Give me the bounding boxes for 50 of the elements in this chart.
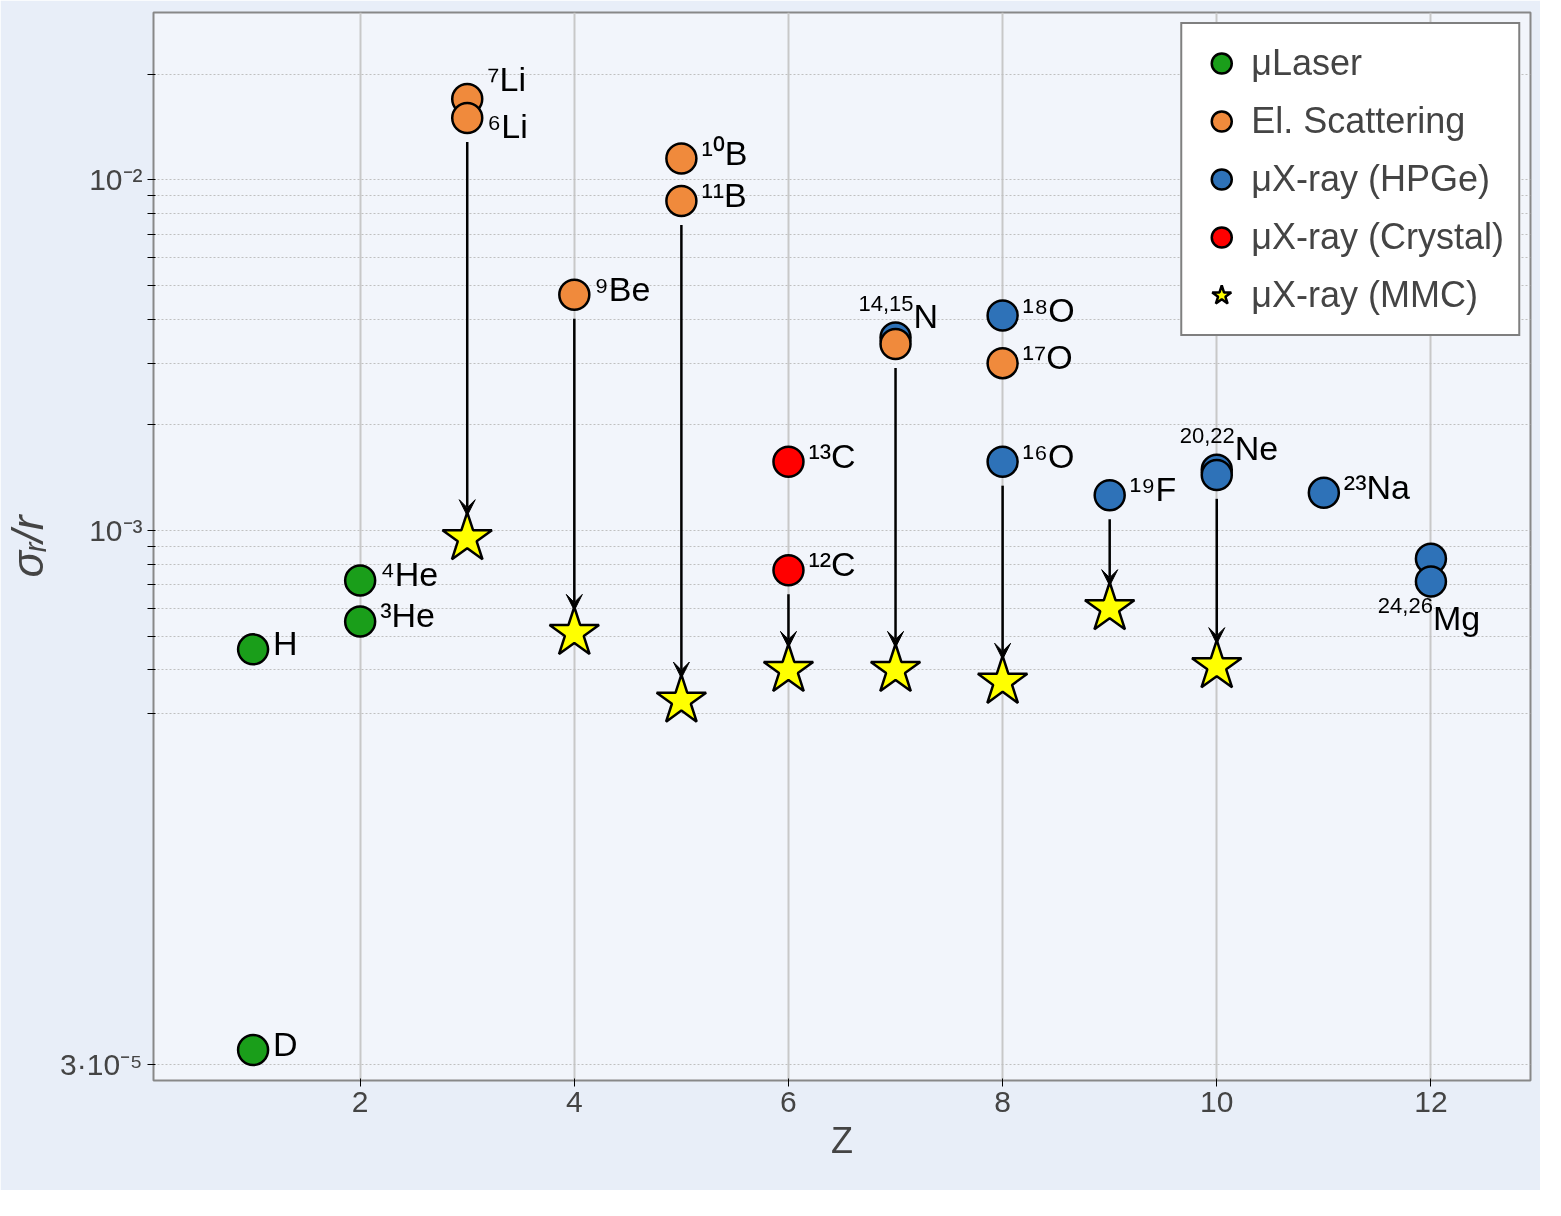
point [1200, 458, 1234, 492]
point [1093, 479, 1126, 512]
x-tick-label: 10 [1200, 1084, 1234, 1118]
y-axis-title: σᵣ/r [3, 513, 53, 578]
annotation: ¹⁹F [1129, 470, 1177, 509]
annotation: ⁶Li [487, 107, 528, 146]
legend-label: El. Scattering [1251, 100, 1466, 142]
legend-label: μX-ray (MMC) [1251, 274, 1478, 316]
point [879, 327, 912, 361]
annotation: ¹⁷O [1022, 338, 1073, 377]
legend-label: μLaser [1251, 42, 1363, 84]
point [236, 1033, 270, 1067]
point [986, 299, 1019, 332]
x-tick-label: 2 [351, 1084, 369, 1118]
point [665, 142, 698, 175]
point [450, 101, 484, 135]
annotation: ¹³C [808, 436, 856, 475]
x-tick-label: 4 [565, 1084, 583, 1118]
y-tick-label: 10⁻³ [89, 513, 143, 547]
annotation: ⁹Be [594, 269, 651, 308]
annotation: ⁴He [380, 555, 439, 594]
point [558, 278, 591, 311]
annotation: D [273, 1024, 298, 1063]
annotation: ²³Na [1343, 467, 1411, 506]
point [1414, 565, 1448, 598]
point [986, 346, 1019, 380]
x-tick-label: 8 [994, 1084, 1011, 1118]
annotation: ¹⁰B [701, 133, 748, 172]
point [343, 564, 377, 597]
legend-label: μX-ray (Crystal) [1251, 216, 1504, 258]
point [1307, 476, 1341, 510]
point [665, 184, 698, 218]
annotation: ¹¹B [701, 176, 747, 215]
point [986, 445, 1019, 478]
point [772, 554, 805, 587]
annotation: ⁷Li [487, 60, 526, 98]
annotation: H [273, 624, 298, 663]
annotation: ¹²C [808, 545, 856, 584]
x-axis-title: Z [831, 1119, 853, 1161]
y-tick-label: 3·10⁻⁵ [60, 1047, 143, 1081]
x-tick-label: 6 [780, 1084, 797, 1118]
annotation: ¹⁶O [1022, 436, 1075, 475]
y-tick-label: 10⁻² [89, 163, 143, 197]
x-tick-label: 12 [1414, 1084, 1448, 1118]
annotation: ¹⁸O [1022, 290, 1075, 329]
point [772, 445, 805, 478]
annotation: ³He [380, 596, 435, 635]
point [343, 605, 377, 638]
legend-label: μX-ray (HPGe) [1251, 158, 1491, 200]
point [236, 633, 270, 666]
